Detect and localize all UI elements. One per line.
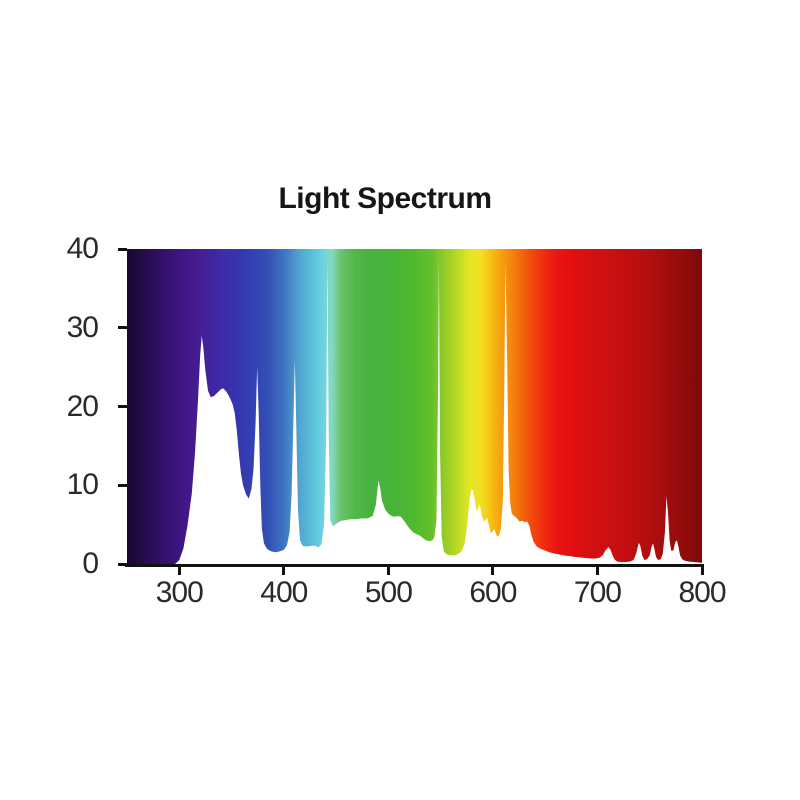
x-tick-label: 500 [364, 576, 413, 609]
y-tick-label: 0 [82, 547, 99, 580]
x-tick-label: 700 [573, 576, 622, 609]
x-tick-label: 800 [678, 576, 726, 609]
y-tick [118, 405, 127, 408]
y-tick-label: 40 [66, 232, 99, 265]
x-tick [595, 566, 599, 575]
chart-title: Light Spectrum [278, 182, 492, 215]
x-axis-line [125, 564, 704, 567]
x-tick [177, 566, 181, 575]
y-tick-label: 20 [66, 389, 99, 423]
plot-area [127, 249, 702, 564]
y-tick-label: 30 [66, 310, 99, 344]
x-tick-label: 300 [155, 576, 204, 609]
y-tick [118, 483, 127, 487]
spectrum-plot [127, 249, 702, 564]
y-tick [118, 326, 127, 330]
x-tick-label: 600 [469, 576, 517, 609]
y-tick-label: 10 [66, 468, 99, 502]
x-tick [700, 566, 704, 575]
y-tick [118, 247, 127, 251]
x-tick [491, 566, 495, 575]
y-tick [118, 562, 127, 566]
x-tick-label: 400 [260, 576, 308, 609]
x-tick [386, 566, 390, 575]
x-tick [282, 566, 286, 575]
